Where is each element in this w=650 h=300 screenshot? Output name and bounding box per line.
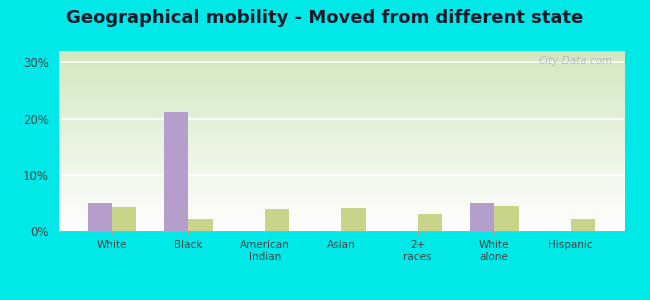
Text: City-Data.com: City-Data.com [539, 56, 613, 66]
Bar [188, 219, 213, 231]
Text: Geographical mobility - Moved from different state: Geographical mobility - Moved from diffe… [66, 9, 584, 27]
Bar [88, 203, 112, 231]
Bar [265, 208, 289, 231]
Bar [164, 112, 188, 231]
Bar [341, 208, 366, 231]
Bar [571, 219, 595, 231]
Bar [494, 206, 519, 231]
Bar [470, 203, 494, 231]
Bar [112, 207, 136, 231]
Bar [418, 214, 442, 231]
